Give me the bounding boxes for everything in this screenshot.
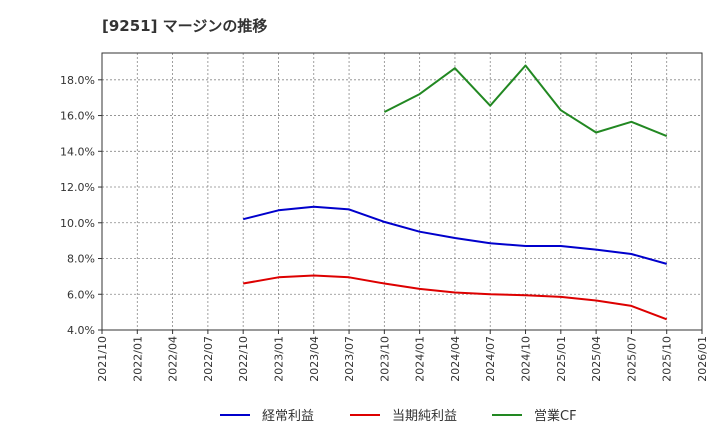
series-line-1 [243,274,668,321]
legend-label-2: 営業CF [534,408,577,424]
x-tick-label: 2023/01 [272,336,285,382]
x-tick-label: 2023/04 [308,336,321,382]
x-tick-label: 2024/10 [520,336,533,382]
series-lines [242,64,668,321]
y-tick-label: 10.0% [60,217,95,230]
y-tick-label: 6.0% [67,288,95,301]
x-tick-label: 2022/10 [237,336,250,382]
x-tick-label: 2025/07 [625,336,638,382]
x-tick-label: 2022/04 [167,336,180,382]
y-tick-label: 4.0% [67,324,95,337]
x-tick-label: 2024/04 [449,336,462,382]
series-line-0 [242,205,667,265]
y-tick-label: 16.0% [60,110,95,123]
y-tick-label: 12.0% [60,181,95,194]
legend: 経常利益 当期純利益 営業CF [220,408,577,424]
x-tick-label: 2024/07 [484,336,497,382]
y-tick-label: 8.0% [67,253,95,266]
x-tick-label: 2026/01 [696,336,709,382]
x-tick-label: 2022/07 [202,336,215,382]
y-tick-label: 18.0% [60,74,95,87]
x-tick-label: 2025/10 [661,336,674,382]
x-tick-label: 2021/10 [96,336,109,382]
x-axis: 2021/10 2022/01 2022/04 2022/07 2022/10 2023/… [96,330,709,382]
x-tick-label: 2022/01 [131,336,144,382]
chart-title: [9251] マージンの推移 [102,17,267,35]
legend-label-0: 経常利益 [262,409,314,424]
x-tick-label: 2024/01 [414,336,427,382]
x-tick-label: 2025/04 [590,336,603,382]
plot-area [102,53,702,330]
grid-lines [102,53,702,330]
y-tick-label: 14.0% [60,145,95,158]
legend-label-1: 当期純利益 [392,409,457,424]
series-line-2 [383,64,668,138]
x-tick-label: 2025/01 [555,336,568,382]
y-axis: 4.0% 6.0% 8.0% 10.0% 12.0% 14.0% 16.0% 18.0% [60,74,102,337]
x-tick-label: 2023/07 [343,336,356,382]
x-tick-label: 2023/10 [378,336,391,382]
plot-frame [101,52,703,331]
